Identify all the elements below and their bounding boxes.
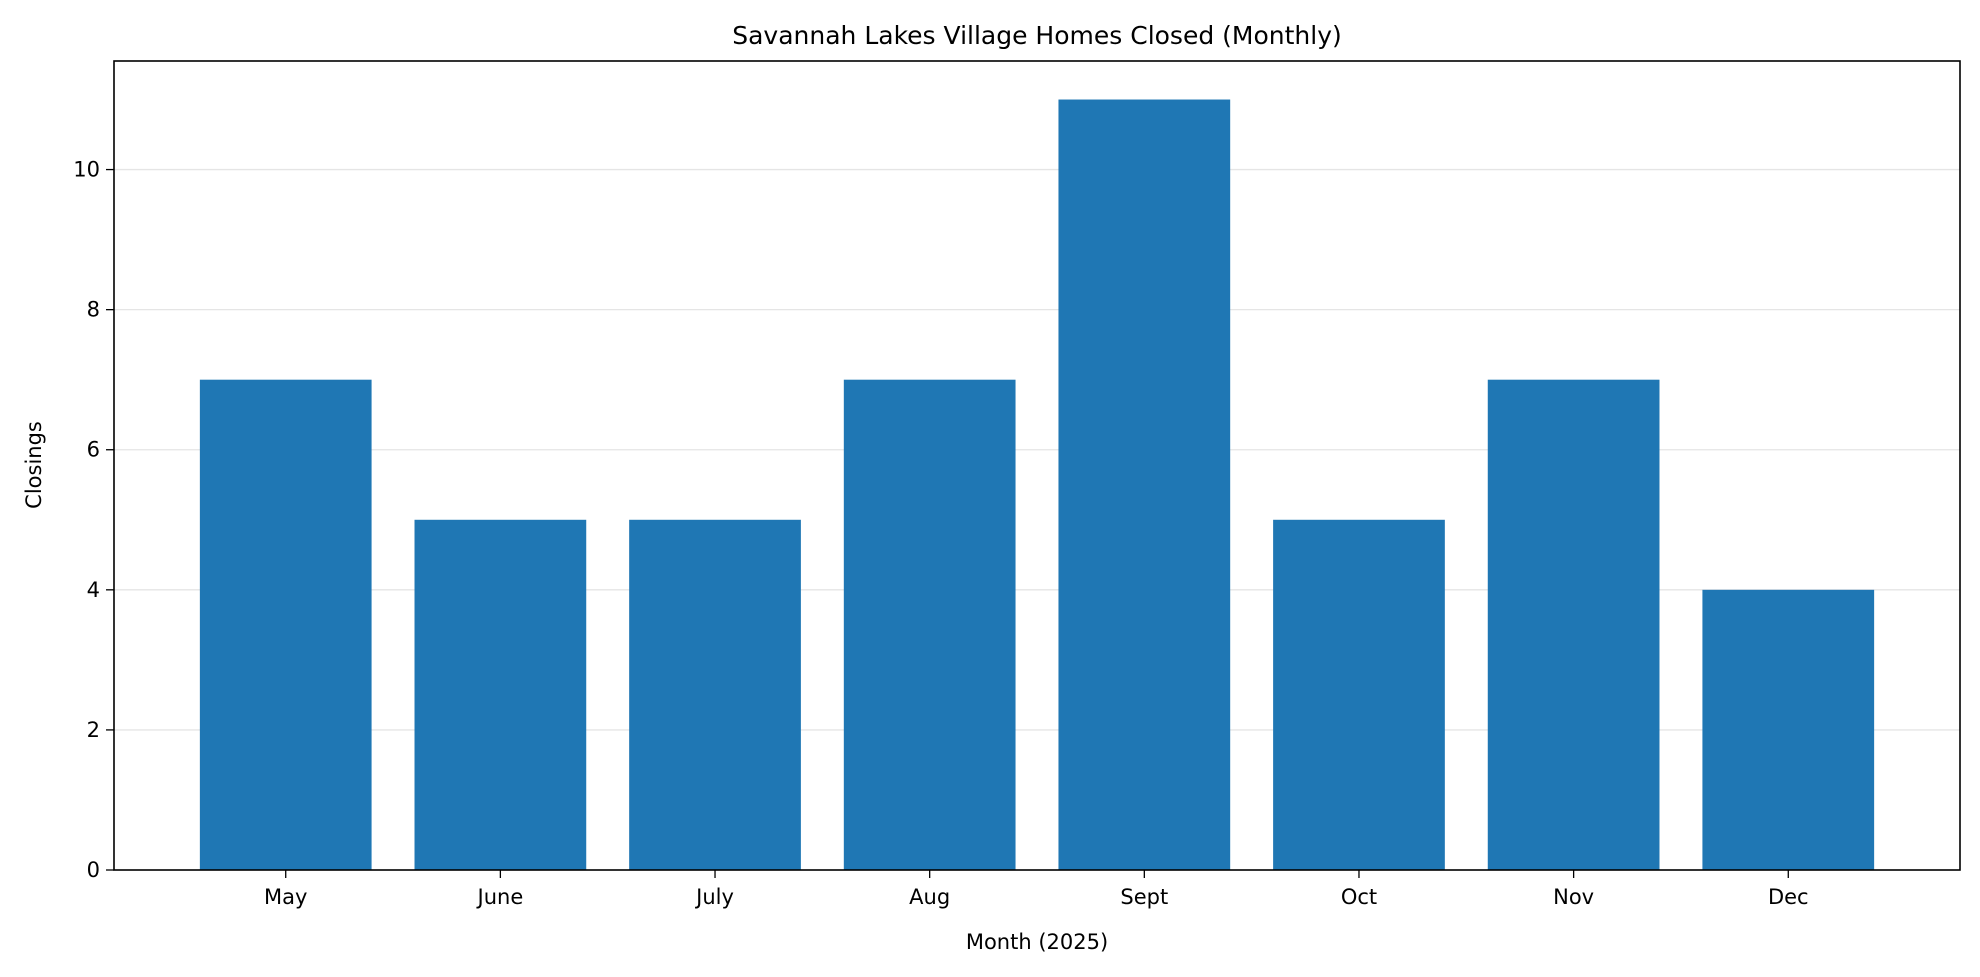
- chart-title: Savannah Lakes Village Homes Closed (Mon…: [732, 21, 1342, 50]
- x-tick-label: June: [476, 885, 524, 909]
- bar-july: [629, 519, 801, 870]
- y-tick-label: 10: [73, 158, 100, 182]
- bars: [199, 99, 1875, 871]
- bar-may: [199, 379, 372, 870]
- x-axis-ticks: May June July Aug Sept Oct Nov Dec: [264, 870, 1809, 909]
- x-axis-label: Month (2025): [966, 930, 1108, 954]
- bar-oct: [1273, 519, 1445, 870]
- x-tick-label: Nov: [1553, 885, 1594, 909]
- y-axis-label: Closings: [22, 421, 46, 509]
- bar-nov: [1487, 379, 1660, 870]
- x-tick-label: July: [694, 885, 734, 909]
- bar-june: [414, 519, 587, 870]
- y-tick-label: 0: [87, 858, 100, 882]
- plot-frame: [113, 60, 1961, 871]
- y-tick-label: 2: [87, 718, 100, 742]
- x-tick-label: Sept: [1120, 885, 1168, 909]
- bar-aug: [843, 379, 1016, 870]
- bar-dec: [1702, 589, 1875, 870]
- gridlines: [114, 168, 1960, 731]
- x-tick-label: Oct: [1341, 885, 1377, 909]
- y-tick-label: 4: [87, 578, 100, 602]
- y-axis-ticks: 0 2 4 6 8 10: [73, 158, 114, 882]
- x-tick-label: Dec: [1768, 885, 1809, 909]
- y-tick-label: 8: [87, 298, 100, 322]
- y-tick-label: 6: [87, 438, 100, 462]
- x-tick-label: Aug: [909, 885, 950, 909]
- bar-sept: [1058, 99, 1231, 871]
- x-tick-label: May: [264, 885, 307, 909]
